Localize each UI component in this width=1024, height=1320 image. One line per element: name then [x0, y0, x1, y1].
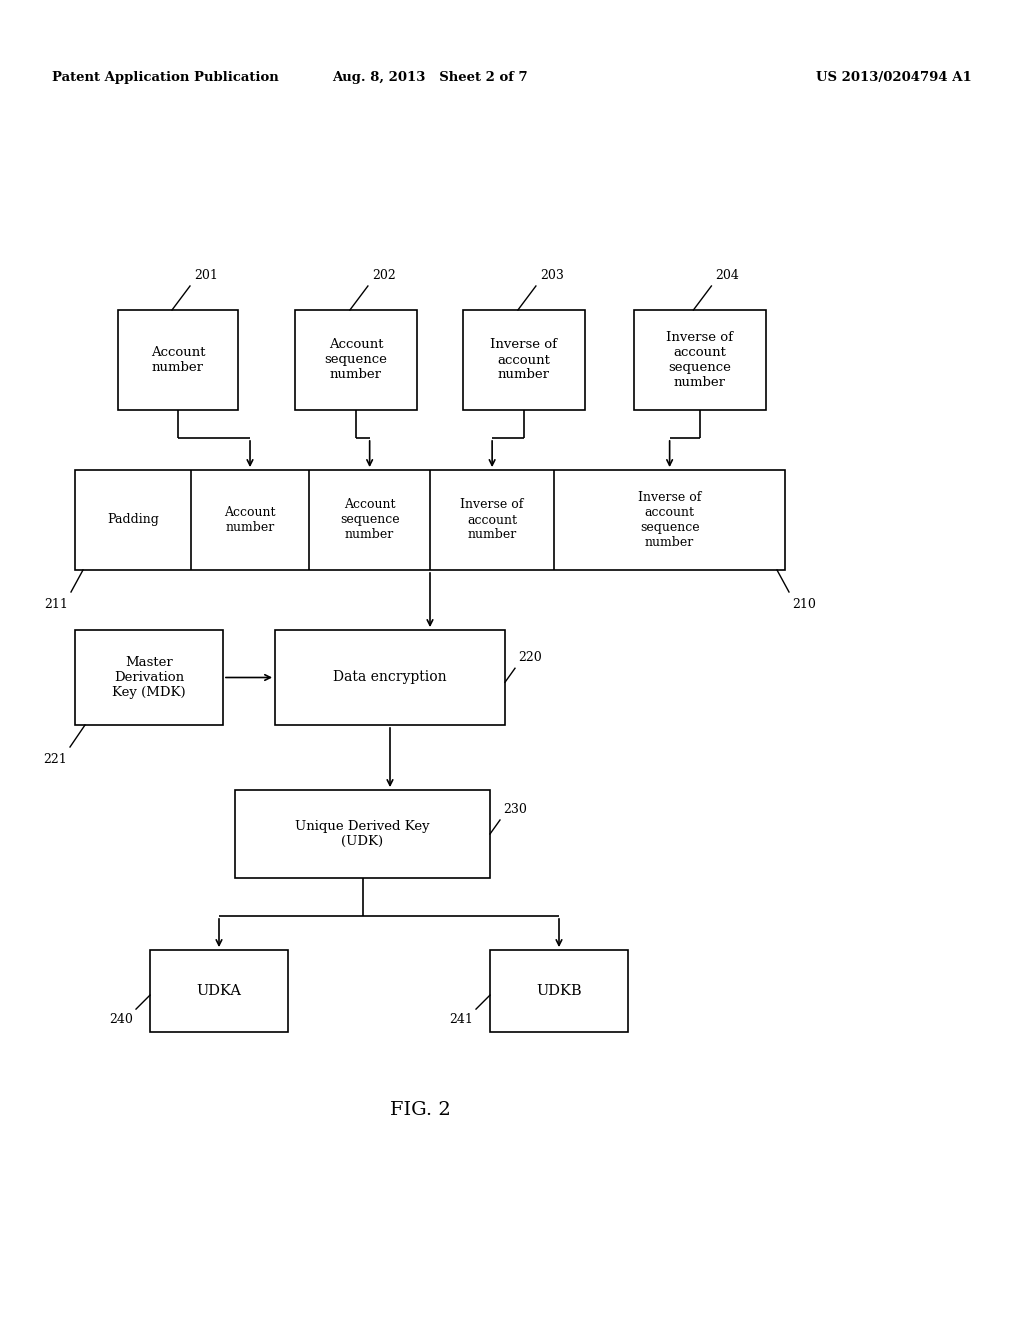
Text: Data encryption: Data encryption	[333, 671, 446, 685]
Text: Padding: Padding	[106, 513, 159, 527]
Bar	[234, 789, 490, 878]
Bar	[295, 310, 417, 411]
Bar	[75, 470, 785, 570]
Bar	[634, 310, 766, 411]
Text: 204: 204	[716, 269, 739, 282]
Text: Account
sequence
number: Account sequence number	[325, 338, 387, 381]
Text: Inverse of
account
number: Inverse of account number	[461, 499, 524, 541]
Text: 210: 210	[792, 598, 816, 611]
Text: 221: 221	[43, 752, 67, 766]
Text: Master
Derivation
Key (MDK): Master Derivation Key (MDK)	[113, 656, 185, 700]
Text: US 2013/0204794 A1: US 2013/0204794 A1	[816, 71, 972, 84]
Text: Unique Derived Key
(UDK): Unique Derived Key (UDK)	[295, 820, 430, 847]
Text: 230: 230	[503, 803, 527, 816]
Bar	[490, 950, 628, 1032]
Bar	[150, 950, 288, 1032]
Text: 203: 203	[540, 269, 564, 282]
Text: Account
number: Account number	[224, 506, 275, 535]
Bar	[275, 630, 505, 725]
Text: 211: 211	[44, 598, 68, 611]
Text: Inverse of
account
number: Inverse of account number	[490, 338, 557, 381]
Bar	[75, 630, 223, 725]
Text: 241: 241	[450, 1014, 473, 1026]
Text: UDKB: UDKB	[537, 983, 582, 998]
Bar	[118, 310, 238, 411]
Text: Inverse of
account
sequence
number: Inverse of account sequence number	[667, 331, 733, 389]
Text: 240: 240	[110, 1014, 133, 1026]
Text: Account
number: Account number	[151, 346, 205, 374]
Text: 202: 202	[372, 269, 395, 282]
Bar	[463, 310, 585, 411]
Text: Inverse of
account
sequence
number: Inverse of account sequence number	[638, 491, 701, 549]
Text: 220: 220	[518, 651, 542, 664]
Text: Aug. 8, 2013   Sheet 2 of 7: Aug. 8, 2013 Sheet 2 of 7	[332, 71, 527, 84]
Text: Patent Application Publication: Patent Application Publication	[52, 71, 279, 84]
Text: Account
sequence
number: Account sequence number	[340, 499, 399, 541]
Text: UDKA: UDKA	[197, 983, 242, 998]
Text: FIG. 2: FIG. 2	[389, 1101, 451, 1119]
Text: 201: 201	[194, 269, 218, 282]
